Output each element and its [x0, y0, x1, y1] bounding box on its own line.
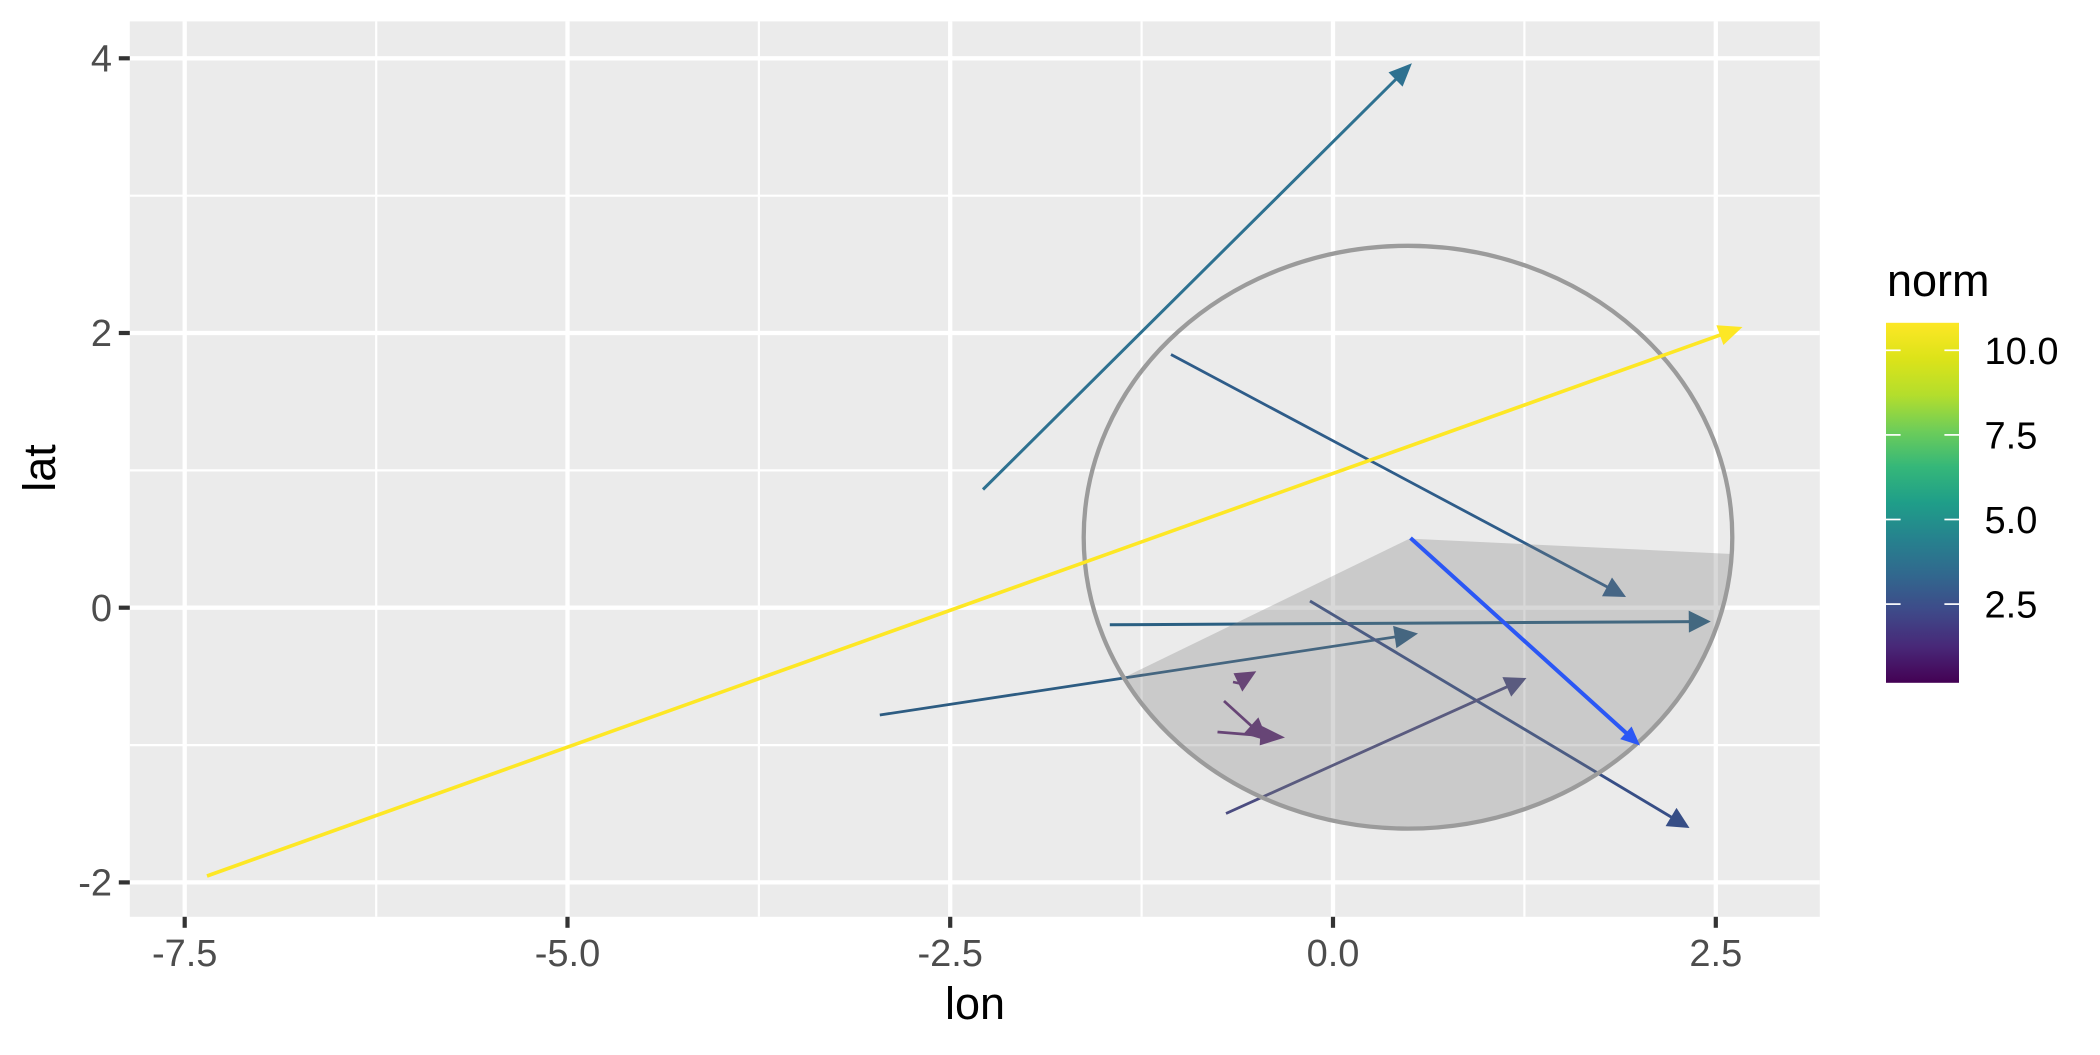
svg-text:10.0: 10.0: [1985, 331, 2059, 373]
svg-text:norm: norm: [1887, 255, 1990, 306]
svg-text:-2.5: -2.5: [917, 933, 982, 975]
svg-text:2: 2: [91, 313, 112, 355]
svg-text:0: 0: [91, 588, 112, 630]
svg-text:2.5: 2.5: [1689, 933, 1742, 975]
svg-text:2.5: 2.5: [1985, 585, 2038, 627]
svg-text:-2: -2: [78, 863, 112, 905]
svg-text:-7.5: -7.5: [152, 933, 217, 975]
svg-text:4: 4: [91, 39, 112, 81]
svg-text:lat: lat: [14, 444, 65, 492]
svg-text:7.5: 7.5: [1985, 415, 2038, 457]
svg-text:0.0: 0.0: [1307, 933, 1360, 975]
svg-text:lon: lon: [945, 978, 1005, 1029]
svg-text:5.0: 5.0: [1985, 500, 2038, 542]
svg-text:-5.0: -5.0: [535, 933, 600, 975]
